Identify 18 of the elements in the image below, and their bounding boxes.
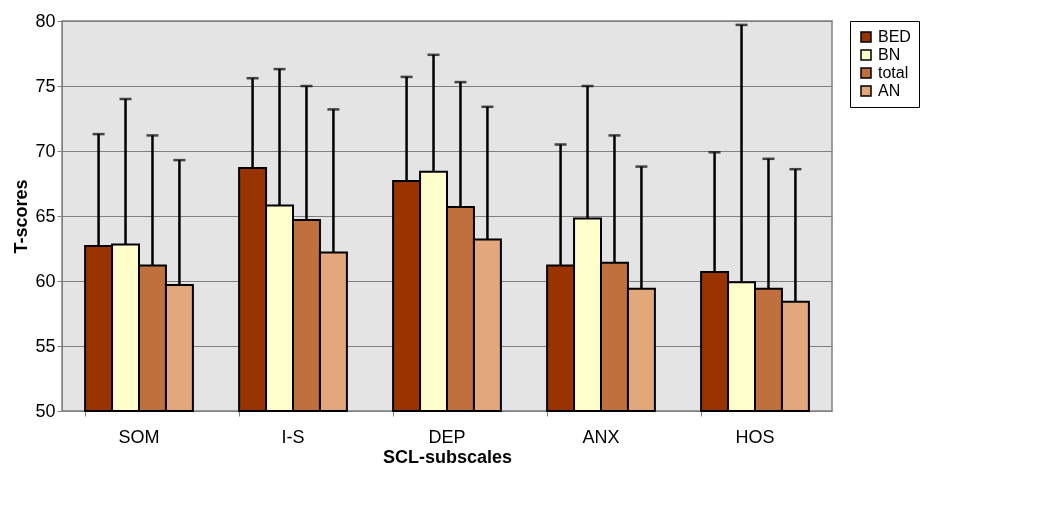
y-tick-label: 50 xyxy=(35,400,56,421)
y-tick-label: 55 xyxy=(35,335,56,356)
y-tick-label: 80 xyxy=(35,10,56,31)
y-axis-title: T-scores xyxy=(11,179,32,254)
y-tick-label: 70 xyxy=(35,140,56,161)
x-tick-label: HOS xyxy=(735,426,775,447)
x-axis-title: SCL-subscales xyxy=(382,446,513,467)
x-tick-label: ANX xyxy=(582,426,620,447)
legend-label: BN xyxy=(878,46,901,63)
legend-label: total xyxy=(878,64,909,81)
y-tick-label: 75 xyxy=(35,75,56,96)
legend-label: AN xyxy=(878,82,901,99)
x-tick-label: DEP xyxy=(428,426,466,447)
y-tick-label: 60 xyxy=(35,270,56,291)
legend-label: BED xyxy=(878,28,911,45)
y-tick-label: 65 xyxy=(35,205,56,226)
x-tick-label: I-S xyxy=(281,426,305,447)
x-tick-label: SOM xyxy=(118,426,160,447)
